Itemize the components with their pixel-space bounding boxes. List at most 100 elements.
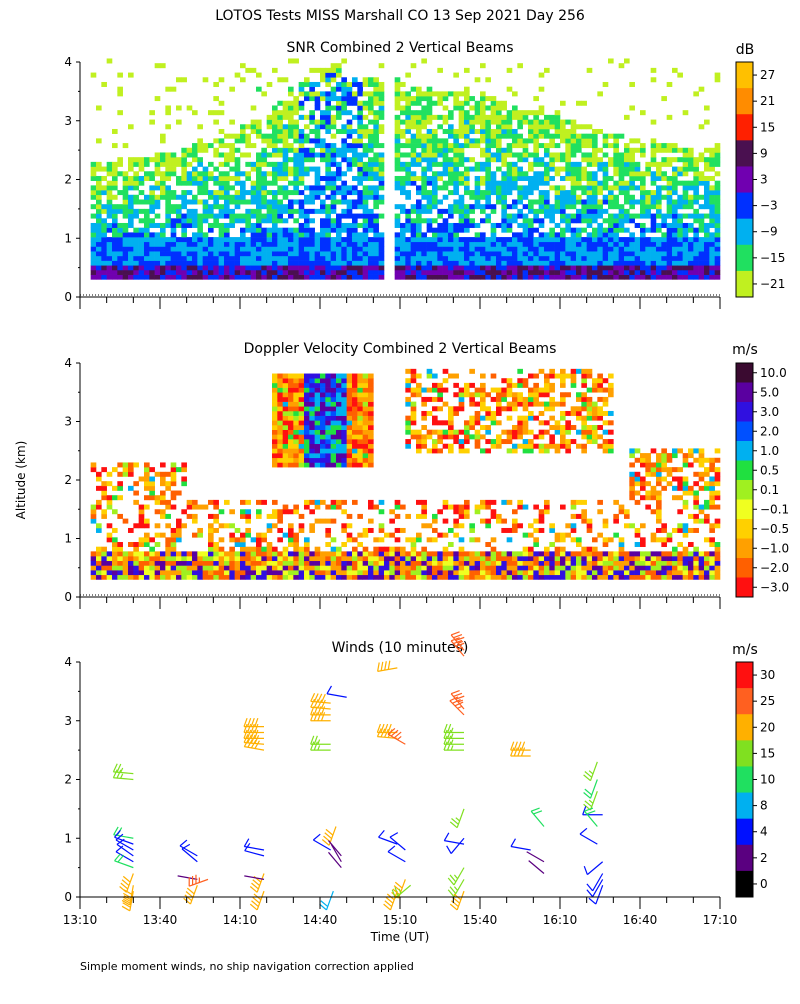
snr-cell [709,261,715,266]
snr-cell [672,209,678,214]
snr-cell [587,237,593,242]
doppler-cell [203,575,209,580]
doppler-cell [347,453,353,458]
doppler-cell [485,556,491,561]
snr-cell [197,251,203,256]
snr-cell [160,232,166,237]
snr-cell [395,115,401,120]
snr-cell [608,199,614,204]
doppler-cell [491,561,497,566]
snr-cell [443,275,449,280]
snr-cell [197,199,203,204]
doppler-cell [352,537,358,542]
doppler-cell [469,556,475,561]
snr-cell [347,143,353,148]
snr-cell [144,171,150,176]
doppler-cell [293,383,299,388]
doppler-cell [293,448,299,453]
doppler-cell [96,561,102,566]
snr-cell [613,171,619,176]
snr-cell [464,261,470,266]
snr-cell [240,275,246,280]
snr-cell [363,171,369,176]
snr-cell [219,265,225,270]
doppler-cell [309,392,315,397]
snr-cell [96,275,102,280]
snr-cell [656,256,662,261]
snr-cell [336,129,342,134]
snr-cell [501,256,507,261]
snr-cell [485,218,491,223]
doppler-cell [277,537,283,542]
doppler-cell [112,575,118,580]
doppler-cell [539,434,545,439]
snr-cell [469,265,475,270]
snr-cell [299,228,305,233]
snr-cell [341,110,347,115]
doppler-cell [363,378,369,383]
doppler-cell [405,420,411,425]
snr-cell [251,214,257,219]
snr-cell [299,214,305,219]
snr-cell [629,265,635,270]
snr-cell [235,73,241,78]
doppler-cell [219,575,225,580]
snr-cell [624,214,630,219]
snr-cell [235,246,241,251]
doppler-cell [123,519,129,524]
doppler-cell [309,444,315,449]
doppler-cell [288,392,294,397]
snr-cell [501,134,507,139]
doppler-cell [96,505,102,510]
snr-cell [245,261,251,266]
doppler-cell [544,402,550,407]
snr-cell [368,138,374,143]
doppler-cell [469,528,475,533]
snr-cell [528,218,534,223]
snr-cell [325,101,331,106]
snr-cell [245,256,251,261]
doppler-cell [411,565,417,570]
snr-cell [416,199,422,204]
doppler-cell [395,556,401,561]
snr-cell [357,105,363,110]
panel-doppler: Doppler Velocity Combined 2 Vertical Bea… [64,341,789,609]
snr-cell [544,256,550,261]
doppler-cell [283,406,289,411]
snr-cell [171,246,177,251]
snr-cell [624,265,630,270]
snr-cell [165,209,171,214]
snr-cell [283,129,289,134]
doppler-cell [304,434,310,439]
snr-cell [123,204,129,209]
snr-cell [437,223,443,228]
snr-cell [485,195,491,200]
snr-cell [117,157,123,162]
doppler-cell [176,575,182,580]
doppler-cell [304,406,310,411]
snr-cell [379,275,385,280]
snr-cell [683,199,689,204]
snr-cell [485,270,491,275]
snr-cell [427,209,433,214]
snr-cell [277,176,283,181]
doppler-cell [485,500,491,505]
snr-cell [283,101,289,106]
snr-cell [608,134,614,139]
snr-cell [699,218,705,223]
snr-cell [613,185,619,190]
snr-cell [203,185,209,190]
doppler-cell [480,383,486,388]
snr-cell [539,256,545,261]
snr-cell [448,275,454,280]
doppler-cell [512,434,518,439]
snr-cell [475,162,481,167]
snr-cell [133,256,139,261]
snr-cell [539,110,545,115]
snr-cell [288,115,294,120]
snr-cell [320,237,326,242]
doppler-cell [325,402,331,407]
doppler-cell [336,430,342,435]
doppler-cell [368,448,374,453]
doppler-cell [352,453,358,458]
